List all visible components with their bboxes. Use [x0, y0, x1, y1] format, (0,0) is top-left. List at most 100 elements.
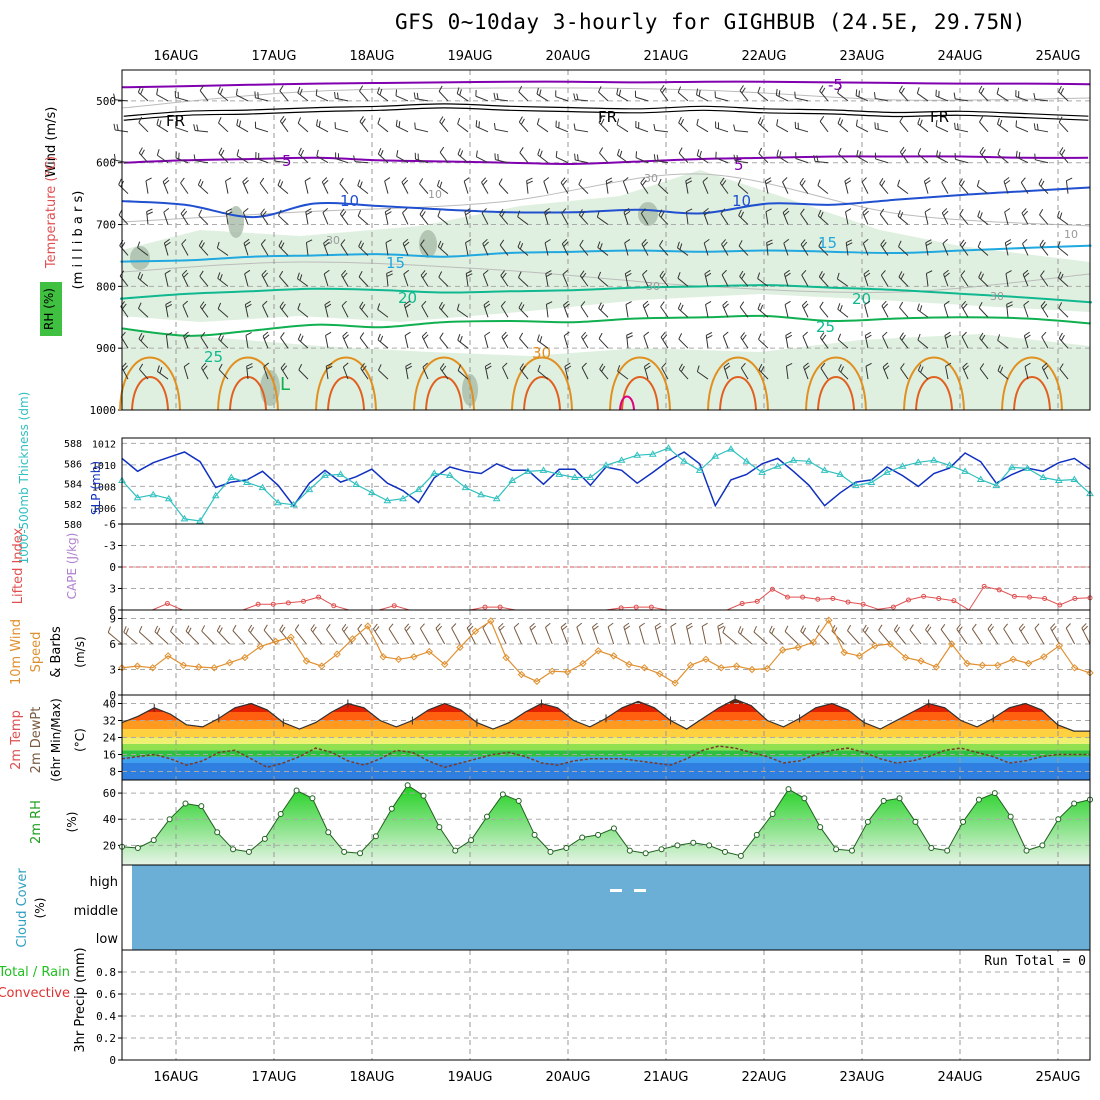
wind-barb-feather [498, 622, 504, 629]
rh-marker [928, 845, 935, 851]
wind-speed-marker [840, 648, 848, 657]
wind-barb [323, 243, 329, 256]
wind-barb [977, 216, 989, 225]
wind-barb-feather [961, 241, 967, 248]
thickness-marker [976, 475, 985, 482]
wind-barb [481, 182, 489, 194]
wind-barb [163, 212, 169, 225]
day-label-top: 23AUG [839, 49, 884, 64]
rh-marker [182, 800, 189, 807]
wind-barb-feather [679, 243, 683, 250]
wind-barb-feather [1018, 623, 1024, 629]
wind-barb-feather [1043, 365, 1049, 371]
wind-barb [635, 96, 649, 102]
wind-barb [386, 273, 389, 287]
wind-barb-feather [279, 301, 284, 308]
wind-barb-feather [900, 273, 905, 280]
wind-barb-feather [760, 366, 765, 373]
wind-barb [138, 91, 149, 102]
wind-barb-feather [737, 179, 742, 186]
wind10m-frame [121, 609, 1091, 696]
wind-barb-feather [742, 334, 747, 341]
slp-line [121, 451, 1091, 508]
lifted-index-marker [1072, 596, 1078, 602]
wind-barb-feather [979, 116, 984, 123]
wind-barb [357, 185, 369, 195]
wind-barb [581, 367, 589, 380]
wind-barb-feather [1003, 623, 1009, 630]
wind-barb-feather [122, 303, 127, 310]
thickness-marker [1008, 463, 1016, 470]
ylabel-precip: 3hr Precip (mm) [73, 947, 88, 1052]
wind-barb [163, 242, 169, 256]
wind-barb-feather [936, 150, 939, 157]
wind-barb [678, 308, 689, 318]
wind-barb-feather [243, 208, 249, 213]
wind-barb [164, 273, 169, 287]
wind-barb [575, 159, 589, 164]
wind-barb-feather [536, 87, 539, 95]
wind-barb [484, 335, 489, 349]
wind-barb-feather [484, 331, 491, 337]
lifted-index-marker [830, 596, 836, 602]
ylabel-cloud-cover: Cloud Cover [15, 868, 30, 948]
wind-barb [757, 278, 769, 287]
wind-barb-feather [139, 363, 144, 370]
thickness-marker [648, 450, 657, 457]
wind-barb-feather [280, 242, 285, 249]
wind-barb [738, 215, 749, 225]
wind-barb [819, 121, 829, 133]
cloud-level-label: high [90, 875, 118, 890]
wind-barb-feather [678, 363, 683, 370]
wind-barb [403, 304, 409, 318]
wind-barb [482, 243, 489, 256]
isotherm-label: 15 [386, 254, 405, 272]
wind-barb-feather [623, 177, 629, 182]
wind-barb [740, 367, 749, 380]
wind-barb-feather [944, 272, 950, 278]
wind-barb-feather [482, 238, 488, 244]
wind-barb-feather [201, 303, 207, 310]
wind-barb-feather [244, 241, 251, 247]
wind-barb-feather [962, 303, 968, 309]
wind-barb-feather [873, 92, 876, 99]
wind-barb-feather [561, 208, 567, 214]
wind-barb-feather [517, 241, 521, 248]
wind-barb-feather [263, 624, 268, 631]
wind-barb-feather [817, 209, 822, 217]
wind-barb-feather [863, 269, 870, 275]
wind-barb-feather [786, 334, 793, 339]
wind-barb-feather [166, 303, 173, 308]
lifted-index-marker [497, 604, 503, 610]
wind-barb-feather [341, 270, 347, 276]
wind-barb [199, 306, 209, 318]
wind-barb-feather [801, 269, 807, 276]
wind-barb [183, 335, 189, 349]
wind-barb-feather [945, 334, 952, 339]
wind-speed-marker [686, 661, 695, 670]
wind-barb-feather [696, 118, 699, 126]
temp-band [122, 720, 1090, 729]
wind-barb [782, 212, 789, 225]
wind-barb-feather [232, 624, 237, 631]
wind-barb [623, 212, 629, 225]
wind-barb [722, 632, 737, 645]
wind-barb-feather [262, 210, 267, 217]
wind-barb-feather [837, 303, 841, 310]
wind-barb-feather [343, 334, 349, 340]
wind-barb-feather [395, 119, 398, 127]
wind-barb [925, 629, 937, 645]
day-label-bottom: 25AUG [1035, 1070, 1080, 1085]
wind-barb [996, 93, 1009, 102]
isotherm-label: 25 [816, 318, 835, 336]
wind-barb [501, 336, 509, 349]
wind-barb-feather [861, 177, 867, 183]
wind-barb-feather [899, 301, 904, 308]
thickness-marker [1070, 475, 1079, 482]
rh-line [121, 784, 1091, 857]
yunit-2m-rh: (%) [65, 812, 79, 833]
wind-barb [766, 242, 769, 256]
wind-barb-feather [740, 332, 745, 338]
wind-barb-feather [883, 365, 890, 371]
wind-barb [696, 124, 709, 133]
